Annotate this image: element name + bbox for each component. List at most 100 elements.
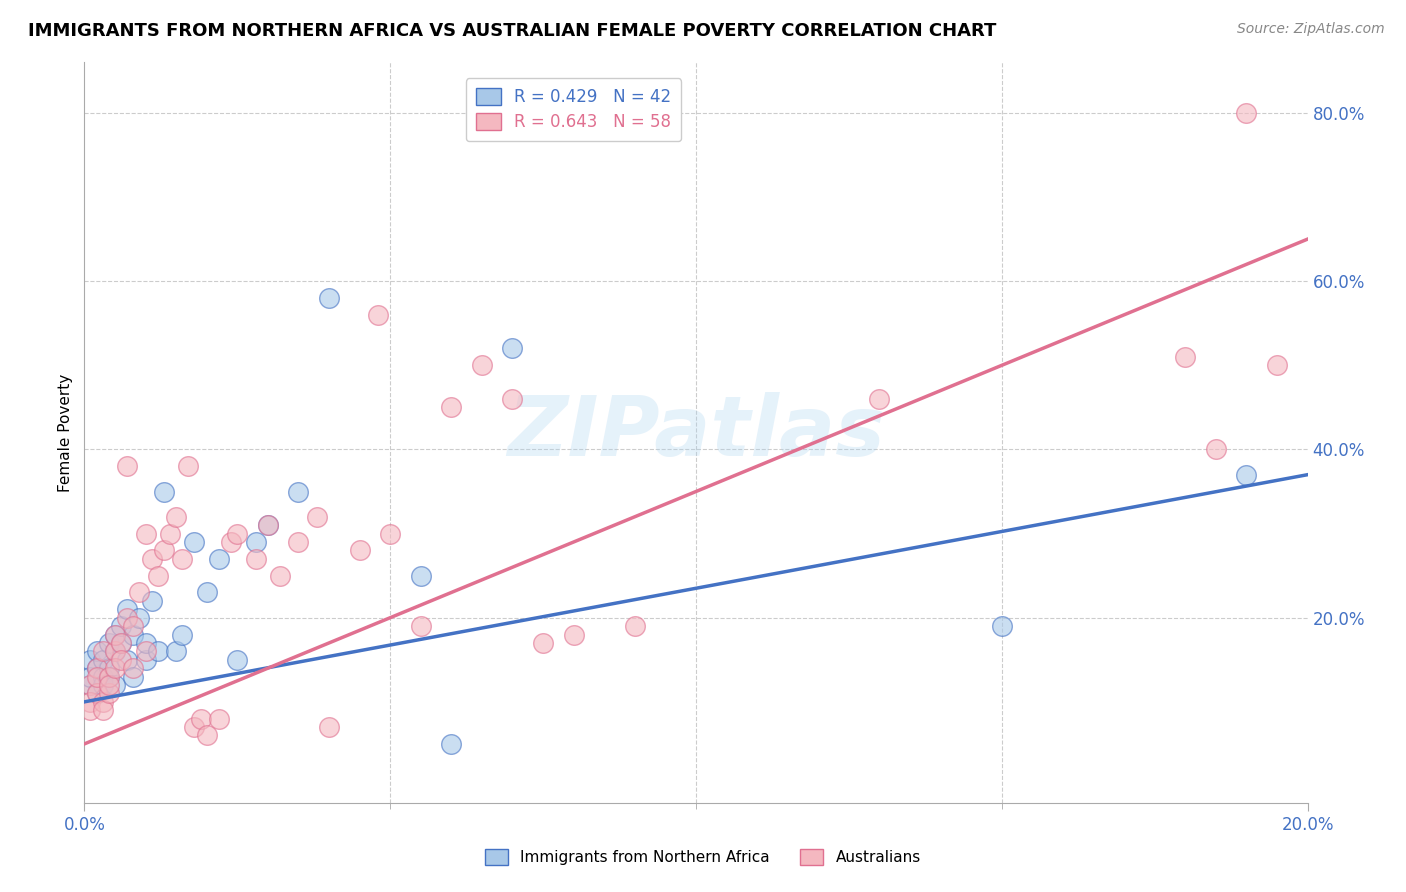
Point: [624, 619, 647, 633]
Point: [245, 551, 267, 566]
Point: [257, 518, 280, 533]
Point: [122, 670, 145, 684]
Point: [153, 484, 176, 499]
Point: [115, 610, 138, 624]
Point: [165, 509, 187, 524]
Point: [122, 627, 145, 641]
Point: [146, 568, 169, 582]
Point: [183, 535, 205, 549]
Point: [1174, 350, 1197, 364]
Point: [79, 678, 101, 692]
Point: [86, 661, 108, 675]
Point: [97, 686, 120, 700]
Point: [79, 653, 101, 667]
Text: ZIPatlas: ZIPatlas: [508, 392, 884, 473]
Point: [440, 401, 463, 415]
Point: [219, 535, 242, 549]
Point: [440, 737, 463, 751]
Point: [141, 551, 163, 566]
Point: [91, 644, 114, 658]
Point: [471, 359, 494, 373]
Point: [91, 695, 114, 709]
Point: [97, 670, 120, 684]
Point: [97, 661, 120, 675]
Point: [349, 543, 371, 558]
Point: [97, 636, 120, 650]
Point: [226, 526, 249, 541]
Point: [135, 653, 157, 667]
Point: [110, 653, 132, 667]
Point: [380, 526, 402, 541]
Point: [104, 678, 127, 692]
Point: [110, 636, 132, 650]
Point: [97, 678, 120, 692]
Point: [153, 543, 176, 558]
Point: [86, 661, 108, 675]
Point: [1236, 106, 1258, 120]
Point: [287, 535, 309, 549]
Point: [183, 720, 205, 734]
Point: [104, 644, 127, 658]
Point: [79, 695, 101, 709]
Point: [104, 661, 127, 675]
Text: Source: ZipAtlas.com: Source: ZipAtlas.com: [1237, 22, 1385, 37]
Point: [86, 644, 108, 658]
Y-axis label: Female Poverty: Female Poverty: [58, 374, 73, 491]
Point: [226, 653, 249, 667]
Point: [531, 636, 554, 650]
Point: [128, 585, 150, 599]
Point: [110, 636, 132, 650]
Point: [991, 619, 1014, 633]
Point: [165, 644, 187, 658]
Point: [208, 712, 231, 726]
Point: [172, 627, 194, 641]
Point: [122, 619, 145, 633]
Point: [135, 644, 157, 658]
Point: [287, 484, 309, 499]
Point: [208, 551, 231, 566]
Point: [115, 459, 138, 474]
Text: IMMIGRANTS FROM NORTHERN AFRICA VS AUSTRALIAN FEMALE POVERTY CORRELATION CHART: IMMIGRANTS FROM NORTHERN AFRICA VS AUSTR…: [28, 22, 997, 40]
Point: [91, 670, 114, 684]
Point: [1265, 359, 1288, 373]
Point: [104, 644, 127, 658]
Legend: Immigrants from Northern Africa, Australians: Immigrants from Northern Africa, Austral…: [479, 843, 927, 871]
Point: [1205, 442, 1227, 457]
Point: [245, 535, 267, 549]
Point: [110, 619, 132, 633]
Point: [409, 568, 432, 582]
Point: [177, 459, 200, 474]
Point: [79, 678, 101, 692]
Point: [159, 526, 181, 541]
Point: [79, 703, 101, 717]
Point: [367, 308, 389, 322]
Point: [128, 610, 150, 624]
Point: [318, 291, 340, 305]
Point: [257, 518, 280, 533]
Point: [1236, 467, 1258, 482]
Point: [269, 568, 291, 582]
Point: [318, 720, 340, 734]
Point: [91, 678, 114, 692]
Point: [135, 636, 157, 650]
Point: [502, 392, 524, 406]
Point: [562, 627, 585, 641]
Point: [97, 670, 120, 684]
Point: [115, 602, 138, 616]
Point: [135, 526, 157, 541]
Point: [869, 392, 891, 406]
Point: [190, 712, 212, 726]
Point: [195, 585, 218, 599]
Point: [91, 653, 114, 667]
Point: [195, 729, 218, 743]
Point: [86, 686, 108, 700]
Point: [86, 686, 108, 700]
Point: [91, 703, 114, 717]
Point: [172, 551, 194, 566]
Point: [122, 661, 145, 675]
Point: [104, 627, 127, 641]
Point: [86, 670, 108, 684]
Point: [305, 509, 328, 524]
Point: [502, 342, 524, 356]
Legend: R = 0.429   N = 42, R = 0.643   N = 58: R = 0.429 N = 42, R = 0.643 N = 58: [465, 78, 682, 141]
